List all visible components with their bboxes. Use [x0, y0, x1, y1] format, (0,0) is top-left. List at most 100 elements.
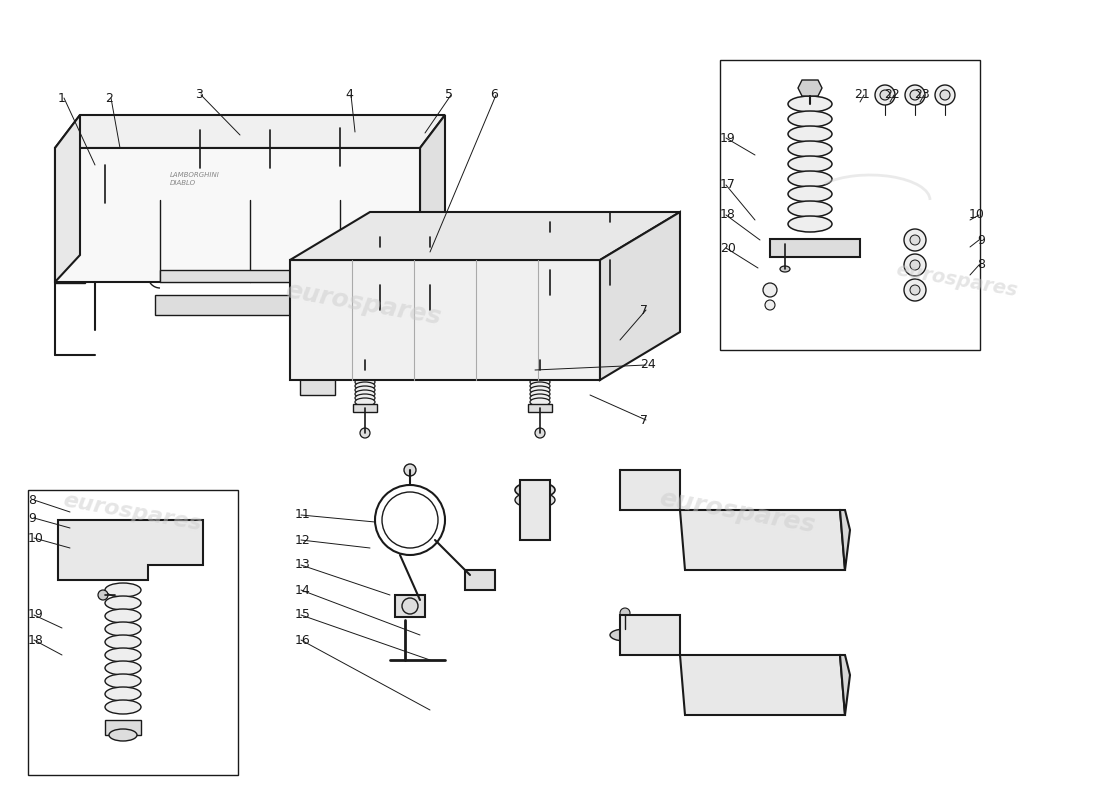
Ellipse shape — [370, 275, 390, 283]
Ellipse shape — [97, 533, 119, 543]
Circle shape — [535, 428, 544, 438]
Circle shape — [98, 590, 108, 600]
Ellipse shape — [540, 256, 560, 264]
Text: 16: 16 — [295, 634, 310, 646]
Ellipse shape — [373, 247, 387, 255]
Ellipse shape — [600, 226, 620, 234]
Circle shape — [874, 85, 895, 105]
FancyBboxPatch shape — [690, 655, 760, 710]
Ellipse shape — [370, 263, 390, 271]
Text: 10: 10 — [969, 209, 984, 222]
Text: DIABLO: DIABLO — [170, 180, 196, 186]
Ellipse shape — [530, 382, 550, 390]
Ellipse shape — [420, 263, 440, 271]
FancyBboxPatch shape — [690, 510, 760, 565]
Circle shape — [940, 90, 950, 100]
Bar — [104, 720, 141, 735]
Ellipse shape — [420, 251, 440, 259]
Ellipse shape — [104, 661, 141, 675]
Ellipse shape — [104, 583, 141, 597]
Ellipse shape — [333, 124, 346, 132]
Circle shape — [935, 85, 955, 105]
Ellipse shape — [540, 260, 560, 268]
Ellipse shape — [530, 394, 550, 402]
Polygon shape — [680, 655, 845, 715]
Circle shape — [637, 337, 644, 343]
Circle shape — [904, 279, 926, 301]
Ellipse shape — [540, 252, 560, 260]
Polygon shape — [155, 295, 370, 315]
Circle shape — [360, 428, 370, 438]
Text: 4: 4 — [345, 89, 353, 102]
Bar — [353, 404, 377, 412]
Polygon shape — [55, 115, 446, 148]
Text: 14: 14 — [295, 583, 310, 597]
Ellipse shape — [104, 635, 141, 649]
Ellipse shape — [788, 96, 832, 112]
Text: 9: 9 — [28, 511, 36, 525]
Text: 20: 20 — [720, 242, 736, 254]
Polygon shape — [620, 470, 680, 510]
Text: 11: 11 — [295, 509, 310, 522]
Ellipse shape — [370, 267, 390, 275]
Bar — [418, 281, 442, 289]
Ellipse shape — [355, 378, 375, 386]
Polygon shape — [290, 212, 680, 260]
Ellipse shape — [540, 240, 560, 248]
Ellipse shape — [600, 242, 620, 250]
Text: 19: 19 — [28, 609, 44, 622]
Ellipse shape — [420, 267, 440, 275]
Circle shape — [905, 85, 925, 105]
Text: 24: 24 — [640, 358, 656, 371]
Polygon shape — [420, 115, 446, 282]
Ellipse shape — [788, 216, 832, 232]
Polygon shape — [600, 212, 680, 380]
Bar — [390, 295, 420, 307]
Ellipse shape — [104, 700, 141, 714]
Ellipse shape — [99, 172, 111, 178]
Text: 18: 18 — [720, 209, 736, 222]
Bar — [395, 595, 425, 617]
Ellipse shape — [600, 250, 620, 258]
Text: 23: 23 — [914, 89, 929, 102]
Polygon shape — [520, 480, 550, 540]
Text: 18: 18 — [28, 634, 44, 646]
Text: LAMBORGHINI: LAMBORGHINI — [170, 172, 220, 178]
Circle shape — [880, 90, 890, 100]
Ellipse shape — [264, 137, 276, 143]
Text: eurospares: eurospares — [894, 260, 1020, 300]
Ellipse shape — [192, 126, 207, 134]
Bar — [55, 265, 85, 283]
Ellipse shape — [355, 394, 375, 402]
Text: eurospares: eurospares — [657, 486, 817, 538]
Circle shape — [375, 305, 385, 315]
Ellipse shape — [788, 186, 832, 202]
Circle shape — [910, 285, 920, 295]
Ellipse shape — [788, 141, 832, 157]
Ellipse shape — [424, 247, 437, 255]
Ellipse shape — [600, 230, 620, 238]
Polygon shape — [55, 115, 80, 282]
Ellipse shape — [104, 648, 141, 662]
Text: eurospares: eurospares — [283, 278, 443, 330]
Circle shape — [402, 598, 418, 614]
Circle shape — [904, 229, 926, 251]
Ellipse shape — [540, 248, 560, 256]
Ellipse shape — [540, 236, 560, 244]
Ellipse shape — [109, 729, 138, 741]
Ellipse shape — [515, 482, 556, 498]
Text: 3: 3 — [195, 89, 202, 102]
Ellipse shape — [530, 386, 550, 394]
Polygon shape — [680, 510, 845, 570]
Ellipse shape — [98, 161, 112, 169]
Ellipse shape — [540, 244, 560, 252]
Bar — [465, 570, 495, 590]
Text: 2: 2 — [104, 91, 113, 105]
Ellipse shape — [534, 370, 547, 378]
Circle shape — [764, 300, 776, 310]
Ellipse shape — [610, 629, 640, 641]
Ellipse shape — [370, 251, 390, 259]
Text: 15: 15 — [295, 609, 311, 622]
Bar — [528, 404, 552, 412]
Bar — [368, 281, 392, 289]
